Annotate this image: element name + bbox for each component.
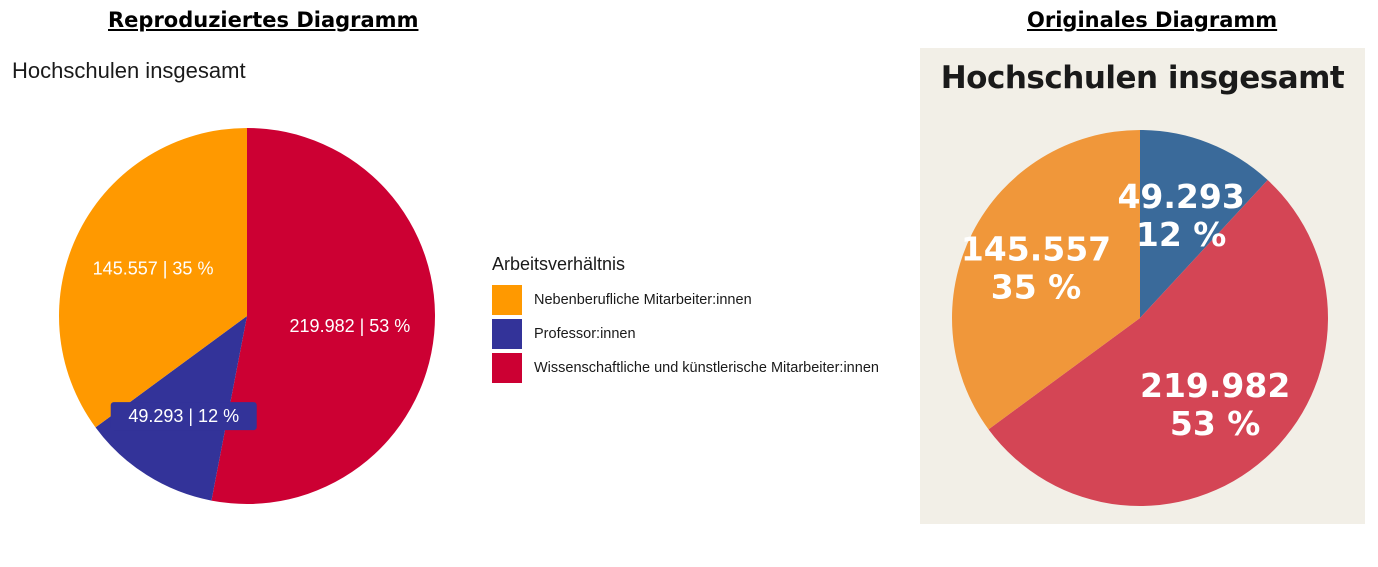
right-pie-chart: 49.293 12 % 219.982 53 % 145.557 35 %	[952, 130, 1328, 507]
legend-item: Wissenschaftliche und künstlerische Mita…	[492, 351, 879, 385]
pie-slice	[988, 180, 1328, 507]
legend-swatch	[492, 353, 522, 383]
data-label: 219.982 | 53 %	[290, 316, 411, 336]
legend-item: Professor:innen	[492, 317, 879, 351]
legend-label: Nebenberufliche Mitarbeiter:innen	[534, 292, 752, 308]
legend-title: Arbeitsverhältnis	[492, 254, 626, 274]
data-label: 219.982 53 %	[1140, 366, 1290, 443]
data-label: 145.557 35 %	[961, 229, 1111, 306]
legend-label: Professor:innen	[534, 326, 636, 342]
legend-item: Nebenberufliche Mitarbeiter:innen	[492, 283, 879, 317]
original-chart-panel: Hochschulen insgesamt 49.293 12 % 219.982 5…	[920, 48, 1365, 524]
right-chart-title: Hochschulen insgesamt	[940, 60, 1345, 96]
legend-swatch	[492, 285, 522, 315]
data-label: 49.293 12 %	[1117, 177, 1244, 254]
pie-slice	[952, 130, 1140, 430]
pie-slice	[59, 127, 247, 428]
data-label: 145.557 | 35 %	[93, 258, 214, 278]
original-chart-heading: Originales Diagramm	[1027, 8, 1278, 32]
left-pie-chart: 219.982 | 53 % 49.293 | 12 % 145.557 | 35 …	[59, 127, 436, 505]
left-chart-title: Hochschulen insgesamt	[12, 58, 246, 83]
pie-slice	[1140, 130, 1268, 318]
data-label: 49.293 | 12 %	[128, 406, 239, 426]
data-label-background	[110, 402, 257, 431]
legend-label: Wissenschaftliche und künstlerische Mita…	[534, 360, 879, 376]
legend-swatch	[492, 319, 522, 349]
pie-slice	[211, 128, 436, 505]
legend: Arbeitsverhältnis Nebenberufliche Mitarb…	[492, 254, 879, 385]
reproduced-chart-heading: Reproduziertes Diagramm	[108, 8, 419, 32]
